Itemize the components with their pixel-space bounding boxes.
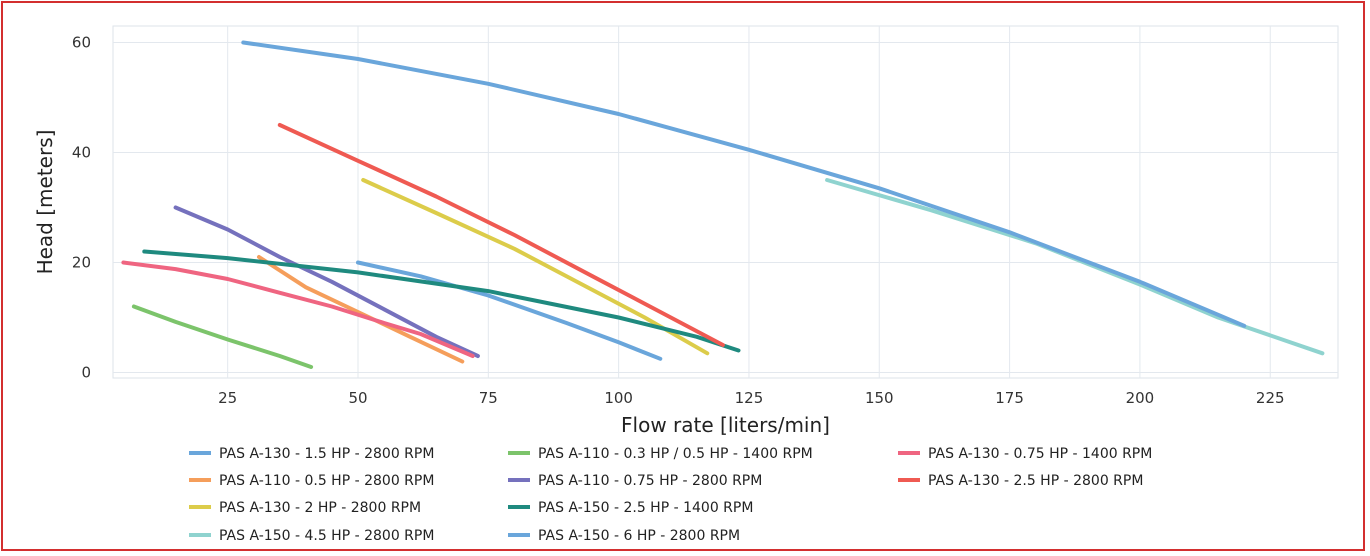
series-line-5 — [131, 304, 314, 369]
x-tick-label: 25 — [218, 389, 237, 407]
series-line-3 — [361, 178, 710, 356]
x-tick-label: 150 — [865, 389, 894, 407]
series-line-8 — [241, 40, 1247, 328]
plot-area — [112, 25, 1339, 379]
legend-label-1: PAS A-130 - 1.5 HP - 2800 RPM — [219, 446, 434, 462]
series-line-4 — [825, 178, 1325, 356]
y-tick-label: 20 — [72, 254, 91, 272]
y-tick-label: 0 — [81, 364, 91, 382]
y-tick-label: 60 — [72, 34, 91, 52]
x-tick-label: 125 — [735, 389, 764, 407]
series-line-6 — [173, 205, 480, 358]
legend-label-10: PAS A-130 - 2.5 HP - 2800 RPM — [928, 473, 1143, 489]
x-tick-label: 175 — [995, 389, 1024, 407]
x-tick-label: 50 — [348, 389, 367, 407]
x-tick-label: 75 — [479, 389, 498, 407]
y-axis-label: Head [meters] — [33, 130, 57, 275]
series-line-2 — [257, 255, 465, 364]
legend-label-3: PAS A-130 - 2 HP - 2800 RPM — [219, 500, 421, 516]
legend-label-8: PAS A-150 - 6 HP - 2800 RPM — [538, 528, 740, 544]
legend-label-7: PAS A-150 - 2.5 HP - 1400 RPM — [538, 500, 753, 516]
legend-label-6: PAS A-110 - 0.75 HP - 2800 RPM — [538, 473, 762, 489]
legend-label-5: PAS A-110 - 0.3 HP / 0.5 HP - 1400 RPM — [538, 446, 813, 462]
series-line-9 — [121, 260, 475, 358]
legend-label-9: PAS A-130 - 0.75 HP - 1400 RPM — [928, 446, 1152, 462]
x-axis-label: Flow rate [liters/min] — [621, 413, 830, 437]
series-line-1 — [356, 260, 663, 361]
x-tick-label: 100 — [604, 389, 633, 407]
y-tick-label: 40 — [72, 144, 91, 162]
x-tick-label: 225 — [1256, 389, 1285, 407]
series-line-10 — [277, 123, 725, 347]
series-line-7 — [142, 249, 741, 353]
legend-label-2: PAS A-110 - 0.5 HP - 2800 RPM — [219, 473, 434, 489]
legend-label-4: PAS A-150 - 4.5 HP - 2800 RPM — [219, 528, 434, 544]
x-tick-label: 200 — [1126, 389, 1155, 407]
